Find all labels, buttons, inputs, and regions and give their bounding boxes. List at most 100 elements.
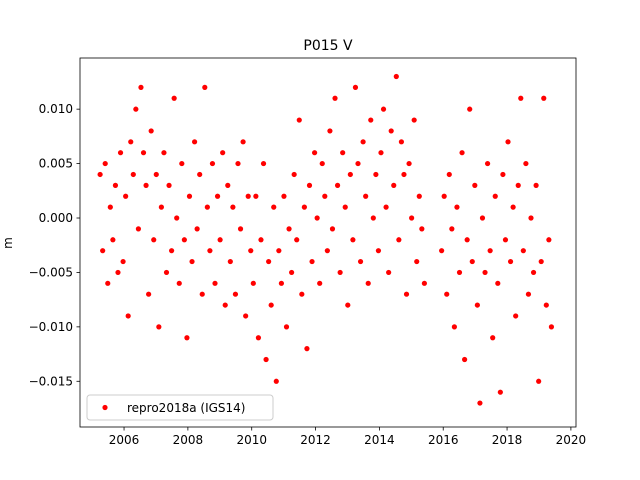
point [467,106,473,112]
point [409,215,415,221]
y-tick-label: −0.010 [29,320,73,334]
point [110,237,116,243]
point [520,248,526,254]
y-tick-label: 0.000 [39,211,73,225]
point [378,150,384,156]
point [296,117,302,123]
point [181,237,187,243]
point [176,280,182,286]
point [291,171,297,178]
point [232,291,239,297]
point [217,237,223,243]
point [396,237,402,243]
point [492,193,498,199]
point [273,378,279,384]
point [350,237,356,243]
point [125,313,131,319]
point [202,84,208,90]
point [283,324,290,330]
point [260,160,267,167]
point [505,139,511,145]
point [340,150,346,156]
point [469,258,475,265]
point [102,160,108,167]
point [105,280,111,286]
point [199,291,205,297]
point [319,160,325,167]
point [194,226,200,232]
point [479,215,486,221]
point [345,302,351,308]
legend-marker [102,404,108,411]
point [548,324,555,330]
point [248,248,254,254]
point [370,215,376,221]
point [266,258,272,265]
point [518,95,524,101]
point [523,160,529,167]
point [186,193,193,199]
point [158,204,164,210]
point [140,150,147,156]
point [487,248,493,254]
point [391,182,397,188]
point [464,237,470,243]
point [304,346,310,352]
point [495,280,501,286]
point [459,150,465,156]
point [286,226,292,232]
point [120,258,126,265]
point [153,171,159,178]
point [528,215,534,221]
point [355,160,361,167]
point [255,335,262,341]
point [151,237,157,243]
point [235,160,241,167]
point [439,248,445,254]
point [368,117,374,123]
point [398,139,405,145]
point [507,258,514,265]
point [441,193,447,199]
point [406,160,412,167]
point [281,193,287,199]
point [197,171,203,178]
point [482,269,488,276]
point [360,139,366,145]
point [538,258,544,265]
point [169,248,175,254]
x-tick-label: 2014 [364,433,395,447]
point [334,182,341,188]
point [171,95,177,101]
point [490,335,496,341]
point [332,95,338,101]
point [174,215,180,221]
point [314,215,320,221]
x-tick-label: 2018 [492,433,523,447]
point [375,248,382,254]
point [497,389,503,395]
point [502,237,509,243]
point [446,171,452,178]
point [416,193,422,199]
point [250,280,256,286]
point [386,269,392,276]
point [237,226,244,232]
point [380,106,387,112]
point [220,150,226,156]
point [138,84,144,90]
point [100,248,106,254]
point [533,182,539,188]
point [474,302,480,308]
y-tick-label: −0.005 [29,265,73,279]
point [393,73,399,80]
point [510,204,516,210]
x-tick-label: 2020 [556,433,587,447]
x-tick-label: 2008 [173,433,204,447]
legend-box [86,394,274,421]
x-tick-label: 2016 [428,433,459,447]
point [212,280,218,286]
point [383,204,389,210]
point [191,139,198,145]
point [541,95,547,101]
